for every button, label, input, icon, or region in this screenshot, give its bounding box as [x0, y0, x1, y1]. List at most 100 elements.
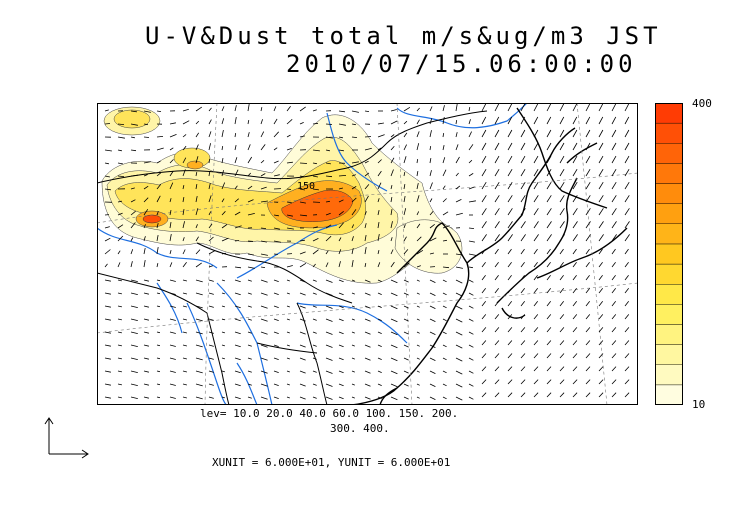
wind-vector — [169, 122, 176, 125]
wind-vector — [494, 221, 500, 229]
wind-vector — [598, 129, 604, 138]
wind-vector — [325, 136, 333, 139]
wind-vector — [130, 123, 138, 126]
wind-vector — [546, 221, 552, 229]
wind-vector — [130, 370, 138, 373]
wind-vector — [403, 357, 409, 361]
wind-vector — [143, 305, 149, 308]
wind-vector — [598, 261, 603, 268]
wind-vector — [546, 208, 552, 216]
wind-vector — [234, 344, 241, 348]
wind-vector — [572, 195, 578, 203]
wind-vector — [390, 120, 398, 125]
wind-vector — [143, 236, 146, 242]
wind-vector — [156, 223, 159, 229]
wind-vector — [234, 105, 237, 112]
wind-vector — [520, 234, 526, 242]
wind-vector — [338, 149, 344, 152]
wind-vector — [559, 155, 565, 164]
wind-vector — [494, 327, 500, 333]
wind-vector — [260, 253, 268, 256]
wind-vector — [468, 131, 472, 138]
wind-vector — [351, 357, 355, 360]
wind-vector — [507, 129, 513, 138]
wind-vector — [351, 161, 359, 164]
wind-vector — [520, 155, 526, 164]
wind-vector — [286, 161, 293, 164]
wind-vector — [390, 237, 393, 242]
wind-vector — [247, 132, 250, 138]
wind-vector — [351, 344, 355, 347]
wind-vector — [611, 195, 617, 203]
wind-vector — [286, 396, 290, 399]
wind-vector — [585, 366, 591, 372]
wind-vector — [403, 184, 406, 190]
wind-vector — [156, 292, 160, 295]
wind-vector — [351, 123, 356, 126]
wind-vector — [312, 344, 317, 347]
wind-vector — [182, 209, 185, 216]
wind-vector — [286, 305, 290, 308]
wind-vector — [117, 250, 121, 255]
wind-vector — [611, 340, 617, 346]
wind-vector — [273, 174, 280, 177]
wind-vector — [260, 200, 268, 203]
wind-vector — [156, 263, 159, 268]
wind-vector — [455, 120, 458, 125]
wind-vector — [208, 357, 214, 360]
wind-vector — [572, 168, 578, 177]
wind-vector — [143, 357, 149, 360]
wind-vector — [182, 249, 186, 255]
wind-vector — [559, 181, 565, 190]
wind-vector — [143, 396, 149, 399]
wind-vector — [364, 235, 367, 242]
wind-vector — [182, 396, 187, 399]
wind-vector — [182, 279, 187, 282]
wind-vector — [182, 318, 187, 321]
wind-vector — [143, 279, 149, 282]
wind-vector — [416, 279, 420, 282]
wind-vector — [195, 208, 199, 216]
wind-vector — [156, 357, 160, 360]
wind-vector — [494, 234, 500, 242]
wind-vector — [234, 240, 240, 242]
contour-levels-line2: 300. 400. — [330, 422, 390, 435]
wind-vector — [429, 237, 437, 242]
wind-vector — [624, 379, 630, 385]
wind-vector — [221, 344, 226, 347]
wind-vector — [390, 109, 397, 112]
wind-vector — [442, 331, 447, 335]
wind-vector — [494, 129, 500, 138]
wind-vector — [611, 181, 617, 190]
wind-vector — [234, 169, 239, 177]
wind-vector — [351, 224, 355, 229]
wind-vector — [130, 136, 135, 139]
wind-vector — [442, 396, 447, 400]
wind-vector — [377, 147, 382, 151]
wind-vector — [143, 136, 150, 138]
wind-vector — [208, 383, 214, 386]
wind-vector — [481, 103, 487, 112]
wind-vector — [390, 279, 398, 284]
wind-vector — [598, 234, 604, 242]
wind-vector — [624, 248, 629, 255]
wind-vector — [273, 106, 277, 112]
wind-vector — [468, 107, 471, 112]
wind-vector — [338, 383, 344, 387]
wind-vector — [156, 110, 162, 112]
wind-vector — [572, 221, 578, 229]
wind-vector — [559, 366, 565, 372]
wind-vector — [390, 185, 393, 190]
wind-vector — [260, 227, 267, 229]
wind-vector — [221, 146, 224, 151]
wind-vector — [325, 162, 331, 165]
wind-vector — [195, 318, 203, 322]
wind-vector — [169, 182, 174, 190]
wind-vector — [507, 288, 513, 294]
wind-vector — [273, 214, 279, 217]
wind-vector — [325, 344, 333, 348]
wind-vector — [520, 379, 526, 385]
wind-vector — [559, 327, 565, 333]
wind-vector — [351, 260, 354, 268]
wind-vector — [195, 132, 200, 138]
